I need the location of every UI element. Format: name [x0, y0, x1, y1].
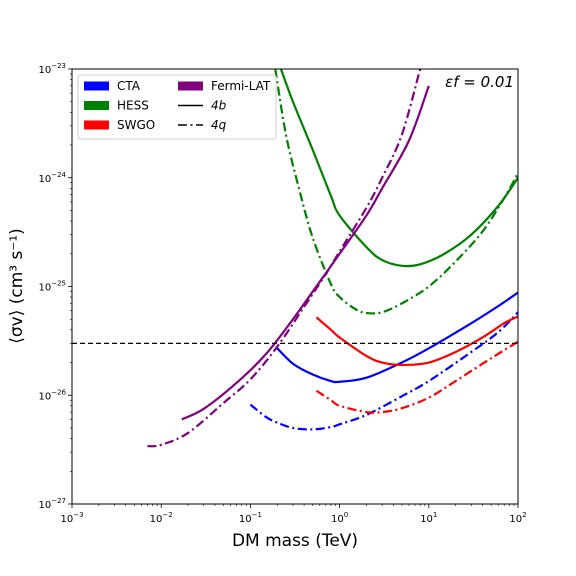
y-axis-label: ⟨σv⟩ (cm³ s⁻¹) [7, 228, 27, 344]
legend-label: CTA [117, 79, 141, 93]
series-swgo-4q [315, 340, 518, 414]
x-tick-label: 10−2 [150, 511, 173, 525]
series-swgo-4b [315, 315, 518, 367]
legend-box [77, 74, 277, 140]
legend-swatch-fermi-lat [178, 81, 203, 91]
x-tick-label: 101 [420, 511, 437, 525]
series-fermi-lat-4b [181, 85, 430, 421]
y-axis-ticks: 10−27 10−26 10−25 10−24 10−23 [38, 62, 72, 511]
legend-swatch-swgo [84, 120, 109, 130]
legend-swatch-hess [84, 101, 109, 110]
legend-swatch-cta [84, 81, 109, 91]
x-tick-label: 100 [331, 511, 348, 525]
x-axis-ticks: 10−3 10−2 10−1 100 101 102 [60, 504, 527, 525]
series-hess-4b [279, 69, 518, 268]
series-fermi-lat-4q [147, 69, 422, 448]
series-cta-4q [249, 311, 518, 431]
y-tick-label: 10−27 [38, 497, 66, 511]
y-tick-label: 10−24 [38, 171, 66, 185]
series-layer [147, 69, 518, 448]
legend-label: SWGO [117, 118, 155, 132]
legend-label: Fermi-LAT [211, 79, 271, 93]
series-cta-4b [276, 291, 518, 384]
legend-label: 4b [211, 99, 227, 113]
y-tick-label: 10−25 [38, 280, 66, 294]
x-tick-label: 10−3 [60, 511, 83, 525]
y-tick-label: 10−26 [38, 388, 66, 402]
x-tick-label: 102 [509, 511, 526, 525]
epsilon-annotation: εf = 0.01 [445, 73, 514, 91]
y-tick-label: 10−23 [38, 62, 66, 76]
series-hess-4q [274, 69, 518, 315]
x-tick-label: 10−1 [239, 511, 262, 525]
legend: CTA HESS SWGO Fermi-LAT 4b 4q [77, 74, 277, 140]
legend-label: 4q [211, 118, 227, 132]
legend-label: HESS [117, 99, 149, 113]
x-axis-label: DM mass (TeV) [232, 531, 358, 551]
